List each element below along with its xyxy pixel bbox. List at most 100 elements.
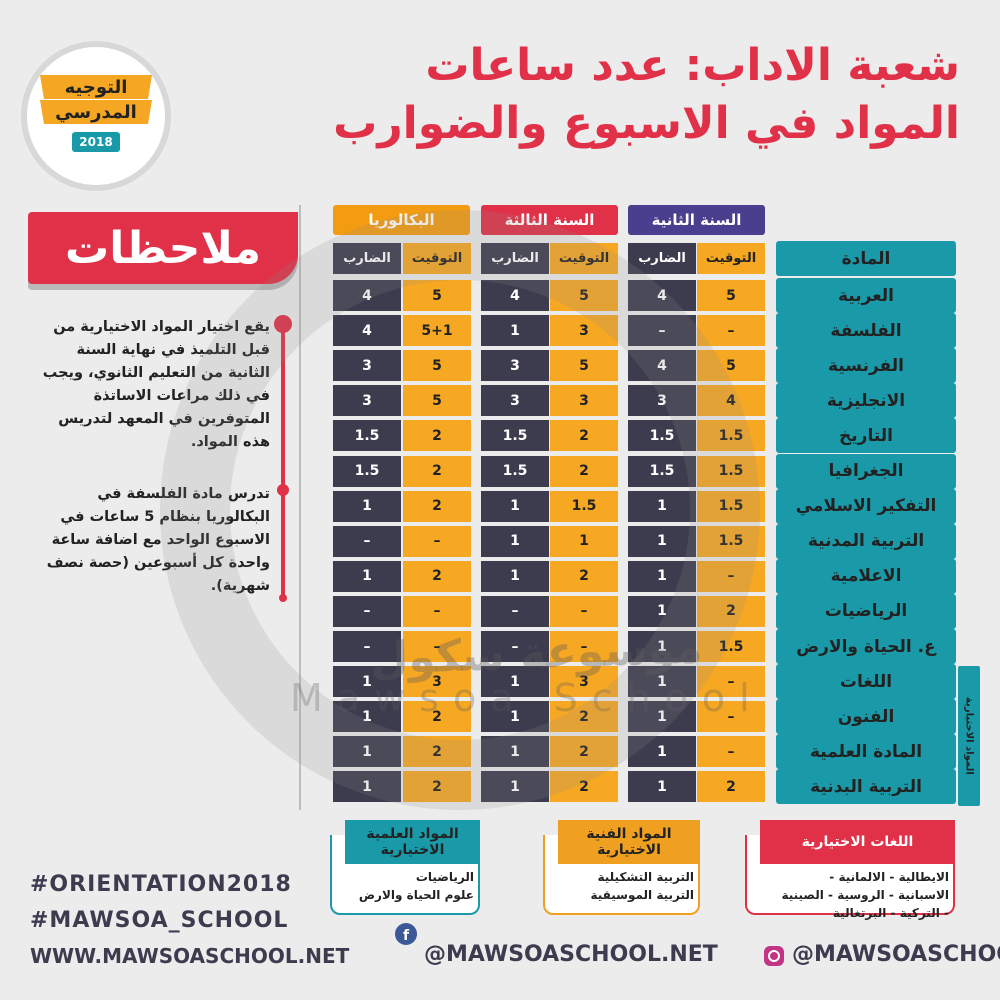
table-cell: 1 [333,560,401,592]
table-cell: – [697,701,765,733]
table-cell: – [697,736,765,768]
table-cell: 4 [697,385,765,417]
group-header: السنة الثالثة [481,205,618,235]
table-cell: 1.5 [697,631,765,662]
table-cell: – [697,560,765,592]
table-cell: 5+1 [403,315,471,347]
table-cell: 1 [481,525,549,557]
table-cell: 1 [333,666,401,698]
box-item: علوم الحياة والارض [358,888,474,902]
table-cell: 5 [697,350,765,382]
subject-cell: الاعلامية [776,558,956,594]
table-cell: 4 [628,280,696,311]
table-cell: 2 [403,701,471,733]
table-cell: 1.5 [481,455,549,487]
subject-cell: الفرنسية [776,348,956,384]
website: WWW.MAWSOASCHOOL.NET [30,944,350,968]
table-cell: 2 [403,420,471,452]
column-header: التوقيت [550,243,618,274]
facebook: @MAWSOASCHOOL.NET [424,942,718,967]
table-cell: 1 [628,525,696,557]
table-cell: 4 [481,280,549,311]
table-cell: 2 [550,701,618,733]
table-cell: 1 [550,525,618,557]
subject-cell: ع. الحياة والارض [776,629,956,664]
table-cell: 1 [481,490,549,522]
note-paragraph: يقع اختيار المواد الاختيارية من قبل التل… [42,319,270,450]
table-cell: 2 [550,455,618,487]
box-item: - التركية - البرتغالية [832,906,949,920]
box-item: الاسبانية - الروسية - الصينية [781,888,949,902]
table-cell: 2 [403,455,471,487]
table-cell: 1 [333,736,401,768]
table-cell: 2 [403,736,471,768]
table-cell: – [697,315,765,347]
subject-cell: الفنون [776,699,956,735]
table-cell: 1 [628,595,696,627]
column-header: التوقيت [403,243,471,274]
table-cell: 5 [403,350,471,382]
table-cell: 1 [628,490,696,522]
table-cell: – [403,631,471,662]
logo-text: المدرسي [55,101,137,123]
group-header: البكالوريا [333,205,470,235]
box-item: التربية التشكيلية [597,870,694,884]
table-cell: 1 [333,771,401,803]
box-title: المواد العلمية الاختيارية [345,820,480,864]
table-cell: 2 [403,560,471,592]
table-cell: 1.5 [628,420,696,452]
subject-cell: التفكير الاسلامي [776,488,956,524]
table-cell: 2 [550,560,618,592]
table-cell: 1.5 [697,420,765,452]
table-cell: 1 [628,666,696,698]
table-cell: – [550,595,618,627]
subject-cell: التربية البدنية [776,769,956,805]
table-cell: 1 [628,701,696,733]
table-cell: 3 [550,666,618,698]
title-line: المواد في الاسبوع والضوارب [333,98,960,149]
table-cell: 1.5 [697,455,765,487]
subject-cell: الفلسفة [776,313,956,349]
table-cell: 1 [628,560,696,592]
table-cell: 1.5 [628,455,696,487]
table-cell: 1 [481,560,549,592]
table-cell: 2 [550,771,618,803]
subject-cell: الانجليزية [776,383,956,419]
subject-cell: التربية المدنية [776,523,956,559]
hashtag: #ORIENTATION2018 [30,872,292,897]
table-cell: 1.5 [697,490,765,522]
subject-cell: العربية [776,278,956,313]
table-cell: 1 [333,490,401,522]
table-cell: 2 [697,771,765,803]
table-cell: 5 [550,280,618,311]
table-cell: 1 [628,771,696,803]
table-cell: 1 [481,771,549,803]
table-cell: 2 [550,420,618,452]
table-cell: 1 [481,666,549,698]
table-cell: 2 [697,595,765,627]
box-item: الايطالية - الالمانية - [829,870,949,884]
box-title: اللغات الاختيارية [760,820,955,864]
subject-cell: الرياضيات [776,593,956,629]
subject-cell: التاريخ [776,418,956,454]
table-cell: 1 [481,736,549,768]
table-cell: 1.5 [481,420,549,452]
hashtag: #MAWSOA_SCHOOL [30,908,289,933]
subject-cell: الجغرافيا [776,453,956,489]
table-cell: 4 [333,315,401,347]
table-cell: 2 [403,771,471,803]
column-header: الضارب [333,243,401,274]
table-cell: 1.5 [550,490,618,522]
table-cell: – [697,666,765,698]
table-cell: 1.5 [697,525,765,557]
table-cell: 1 [333,701,401,733]
table-cell: 4 [628,350,696,382]
table-cell: – [333,631,401,662]
subject-cell: المادة العلمية [776,734,956,770]
table-cell: 1.5 [333,420,401,452]
table-cell: 5 [403,280,471,311]
table-cell: 3 [333,385,401,417]
column-header: الضارب [628,243,696,274]
table-cell: 2 [550,736,618,768]
table-cell: 3 [550,315,618,347]
